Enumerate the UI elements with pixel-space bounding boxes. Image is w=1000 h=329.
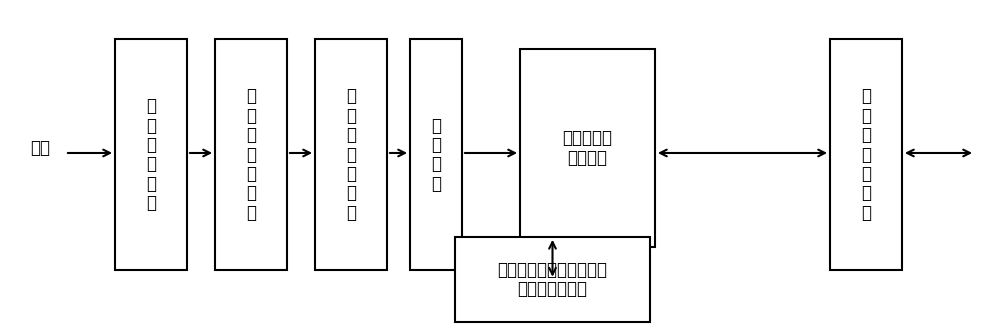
Text: 电
信
号
放
大
单
元: 电 信 号 放 大 单 元 — [346, 88, 356, 222]
Bar — [455, 237, 650, 322]
Bar — [520, 49, 655, 247]
Text: 电
信
号
放
大
单
元: 电 信 号 放 大 单 元 — [246, 88, 256, 222]
Bar — [830, 39, 902, 270]
Text: 数据处理与
控制单元: 数据处理与 控制单元 — [562, 129, 612, 167]
Bar — [410, 39, 462, 270]
Text: 采
样
单
元: 采 样 单 元 — [431, 116, 441, 193]
Text: 简单人机接口（指示灯、
启动复位按钮）: 简单人机接口（指示灯、 启动复位按钮） — [498, 261, 608, 298]
Bar — [215, 39, 287, 270]
Text: 短
距
离
通
信
单
元: 短 距 离 通 信 单 元 — [861, 88, 871, 222]
Bar — [115, 39, 187, 270]
Bar — [315, 39, 387, 270]
Text: 光纤: 光纤 — [30, 139, 50, 157]
Text: 光
电
转
换
单
元: 光 电 转 换 单 元 — [146, 97, 156, 212]
